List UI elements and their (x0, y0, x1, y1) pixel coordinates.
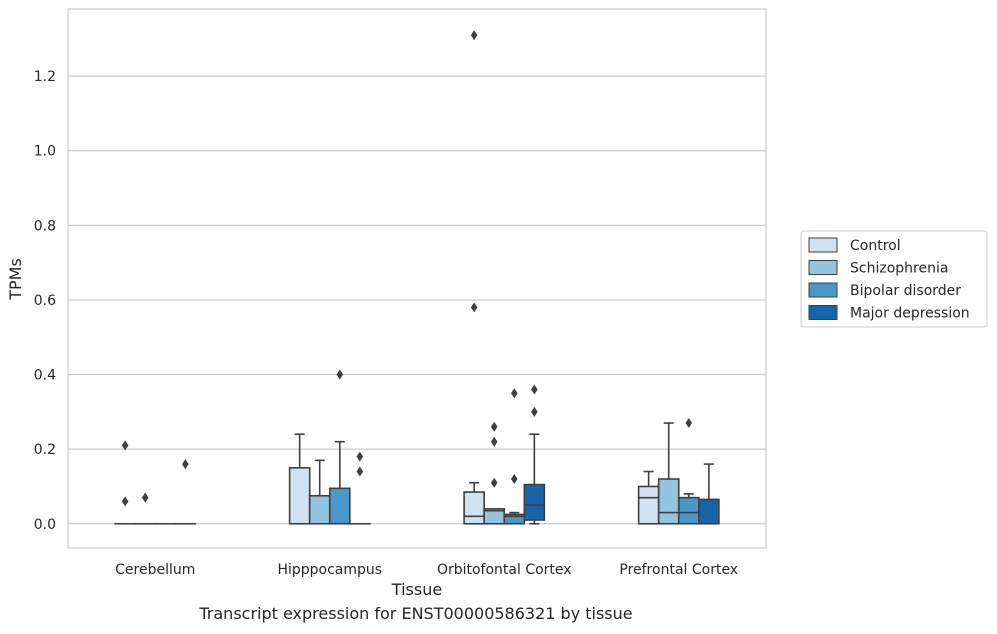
y-tick-label: 1.2 (34, 69, 56, 85)
outlier-point (510, 473, 518, 484)
legend-label: Bipolar disorder (850, 283, 961, 299)
box-body (637, 485, 660, 525)
plot-frame (67, 8, 767, 549)
plot-area (68, 9, 766, 548)
outlier-point (470, 30, 478, 41)
box-groups (114, 30, 720, 525)
outlier-point (141, 492, 149, 503)
y-tick-label: 1.0 (34, 144, 56, 160)
box-body (328, 487, 351, 525)
y-tick-label: 0.6 (34, 293, 56, 309)
box-body (657, 478, 680, 525)
box-body (288, 467, 311, 525)
x-tick-label: Prefrontal Cortex (619, 562, 738, 578)
box-body (463, 491, 485, 525)
box-body (308, 494, 331, 525)
y-tick-label: 0.8 (34, 218, 56, 234)
y-axis-label: TPMs (6, 258, 25, 301)
y-tick-label: 0.0 (34, 517, 56, 533)
outlier-point (470, 302, 478, 313)
box-0-3 (174, 459, 197, 525)
legend-swatch (808, 237, 838, 253)
legend-label: Major depression (850, 306, 970, 322)
box-3-2 (677, 418, 700, 525)
x-tick-label: Orbitofontal Cortex (437, 562, 572, 578)
box-2-0 (463, 30, 485, 525)
outlier-point (490, 477, 498, 488)
outlier-point (685, 418, 693, 429)
box-body (523, 483, 546, 521)
outlier-point (356, 451, 364, 462)
gridlines (68, 75, 766, 525)
outlier-point (182, 459, 189, 470)
box-body (698, 498, 720, 525)
legend-label: Control (850, 238, 901, 254)
outlier-point (510, 388, 518, 399)
y-tick-labels: 0.0 0.2 0.4 0.6 0.8 1.0 1.2 (34, 69, 56, 533)
legend-swatch (808, 260, 838, 275)
box-1-2 (328, 369, 351, 525)
outlier-point (356, 466, 364, 477)
outlier-point (490, 436, 498, 447)
x-tick-label: Hipppocampus (277, 562, 382, 578)
outlier-point (490, 421, 498, 432)
outlier-point (336, 369, 344, 380)
box-1-3 (349, 451, 371, 525)
legend: Control Schizophrenia Bipolar disorder Majo… (800, 230, 988, 328)
x-axis-label: Tissue (391, 580, 442, 599)
legend-frame (800, 230, 988, 328)
outlier-point (531, 384, 538, 395)
box-0-0 (114, 440, 136, 525)
x-tick-label: Cerebellum (115, 562, 195, 578)
box-3-3 (698, 463, 720, 525)
box-2-1 (483, 421, 506, 525)
chart-caption: Transcript expression for ENST0000058632… (199, 604, 633, 623)
legend-label: Schizophrenia (850, 261, 948, 277)
legend-swatch (808, 305, 838, 320)
box-body (677, 496, 700, 525)
outlier-point (121, 496, 129, 507)
outlier-point (121, 440, 129, 451)
box-2-3 (523, 384, 546, 525)
y-tick-label: 0.4 (34, 368, 56, 384)
outlier-point (531, 406, 538, 417)
x-tick-labels: Cerebellum Hipppocampus Orbitofontal Corte… (115, 562, 738, 578)
y-tick-label: 0.2 (34, 442, 56, 458)
box-1-0 (288, 433, 311, 525)
legend-swatch (808, 282, 838, 298)
